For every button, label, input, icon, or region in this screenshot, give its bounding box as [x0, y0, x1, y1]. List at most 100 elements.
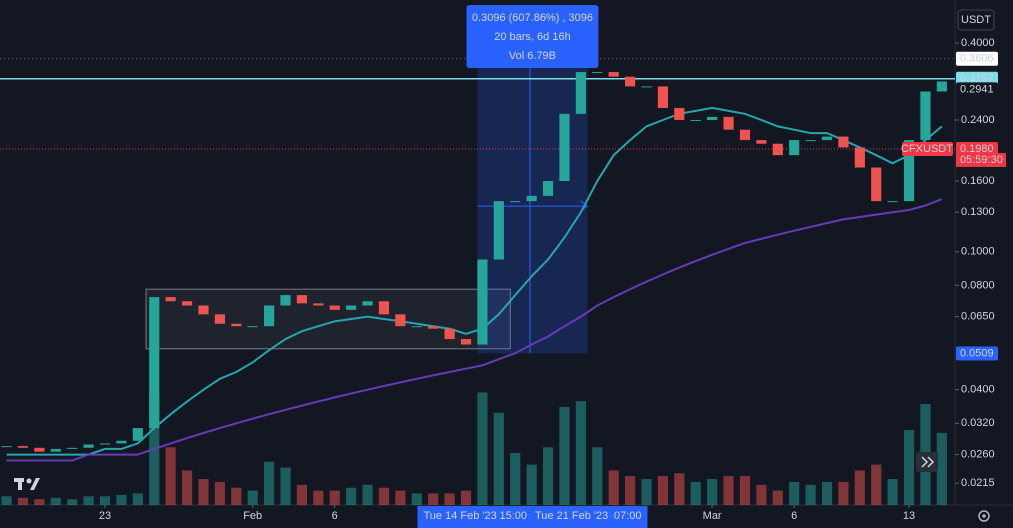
volume-bar — [772, 490, 783, 505]
moving-average — [6, 106, 943, 456]
volume-bar — [690, 481, 701, 505]
y-tick-label: 0.0650 — [961, 311, 995, 323]
volume-bar — [132, 493, 143, 505]
measure-text: Vol 6.79B — [509, 50, 556, 62]
candle — [83, 444, 94, 448]
volume-bar — [641, 479, 652, 505]
range-box — [145, 288, 511, 350]
candle — [772, 143, 783, 156]
settings-button[interactable] — [978, 510, 990, 522]
candle — [608, 72, 619, 77]
candle — [428, 326, 439, 329]
y-tick-label: 0.1000 — [961, 246, 995, 258]
time-range-bg — [417, 506, 648, 528]
y-tick-label: 0.0320 — [961, 417, 995, 429]
x-tick-label: 6 — [332, 510, 338, 522]
volume-bar — [428, 493, 439, 505]
candle — [493, 201, 504, 260]
candle — [1, 446, 12, 448]
candle — [280, 295, 291, 306]
price-label-bg — [956, 82, 998, 97]
price-label: 0.3157 — [960, 73, 994, 85]
volume-bar — [756, 484, 767, 505]
candle — [362, 301, 373, 306]
volume-bar — [575, 401, 586, 505]
x-tick-label: Mar — [703, 510, 722, 522]
symbol: CFXUSDT — [901, 143, 953, 155]
candle — [116, 440, 127, 444]
volume-bar — [510, 453, 521, 505]
volume-bar — [625, 476, 636, 505]
candle — [575, 72, 586, 114]
y-tick-label: 0.0260 — [961, 448, 995, 460]
end-time: 07:00 — [614, 510, 642, 522]
candle — [329, 305, 340, 310]
candle — [231, 323, 242, 327]
candle — [559, 113, 570, 182]
candle — [756, 140, 767, 144]
candle — [181, 301, 193, 306]
volume-bar — [805, 484, 816, 505]
y-tick-label: 0.1300 — [961, 206, 995, 218]
volume-bar — [592, 447, 603, 505]
candle — [165, 297, 176, 302]
volume-bar — [329, 490, 340, 505]
volume-bar — [657, 476, 669, 505]
volume-bar — [99, 496, 111, 505]
candle — [641, 86, 652, 88]
currency-button[interactable] — [957, 9, 995, 31]
x-tick-label: 23 — [99, 510, 111, 522]
price-label: 0.0509 — [960, 347, 994, 359]
candle — [411, 326, 422, 328]
candle — [99, 443, 111, 445]
candle — [132, 428, 143, 441]
candle — [444, 328, 455, 340]
volume-bar — [936, 432, 947, 505]
volume-bar — [50, 497, 61, 505]
candle — [592, 72, 603, 74]
candle — [625, 76, 636, 87]
moving-average — [6, 198, 943, 462]
candle — [542, 181, 554, 196]
volume-bar — [214, 481, 225, 505]
volume-bar — [739, 476, 751, 505]
volume-bar — [608, 470, 619, 505]
volume-bar — [17, 497, 29, 505]
candle — [395, 314, 406, 327]
x-tick-label: 6 — [791, 510, 797, 522]
candle — [674, 107, 685, 120]
candle — [871, 167, 882, 202]
plot-area — [0, 58, 955, 505]
candle — [34, 447, 45, 452]
candle — [17, 446, 29, 448]
price-label-bg — [956, 51, 998, 66]
volume-bar — [231, 487, 242, 505]
logo — [14, 478, 40, 490]
volume-bar — [444, 493, 455, 505]
start-time: 15:00 — [499, 510, 527, 522]
volume-bar — [116, 494, 127, 505]
volume-bar — [411, 493, 422, 505]
candle — [789, 140, 800, 156]
candle — [854, 147, 865, 168]
volume-bar — [346, 487, 357, 505]
volume-bar — [707, 479, 718, 505]
y-tick-label: 0.0800 — [961, 279, 995, 291]
volume-bar — [280, 467, 291, 505]
volume-bar — [838, 481, 849, 505]
volume-bar — [1, 496, 12, 505]
volume-bar — [34, 499, 45, 505]
currency[interactable]: USDT — [961, 14, 991, 26]
candle — [920, 91, 931, 141]
measure-text: 0.3096 (607.86%) , 3096 — [472, 12, 593, 24]
overlay: 0.4000 0.2400 0.1600 0.1300 0.1000 0.0800 0.06… — [99, 5, 1006, 528]
volume-bar — [493, 412, 504, 505]
start-date: Tue 14 Feb '23 — [424, 510, 497, 522]
candle — [707, 116, 718, 120]
volume-bar — [477, 392, 488, 505]
price-label-bg — [956, 141, 998, 156]
candle — [378, 301, 390, 315]
price-label: 0.3606 — [960, 53, 994, 65]
candle — [460, 339, 472, 345]
scroll-icon — [921, 456, 935, 468]
